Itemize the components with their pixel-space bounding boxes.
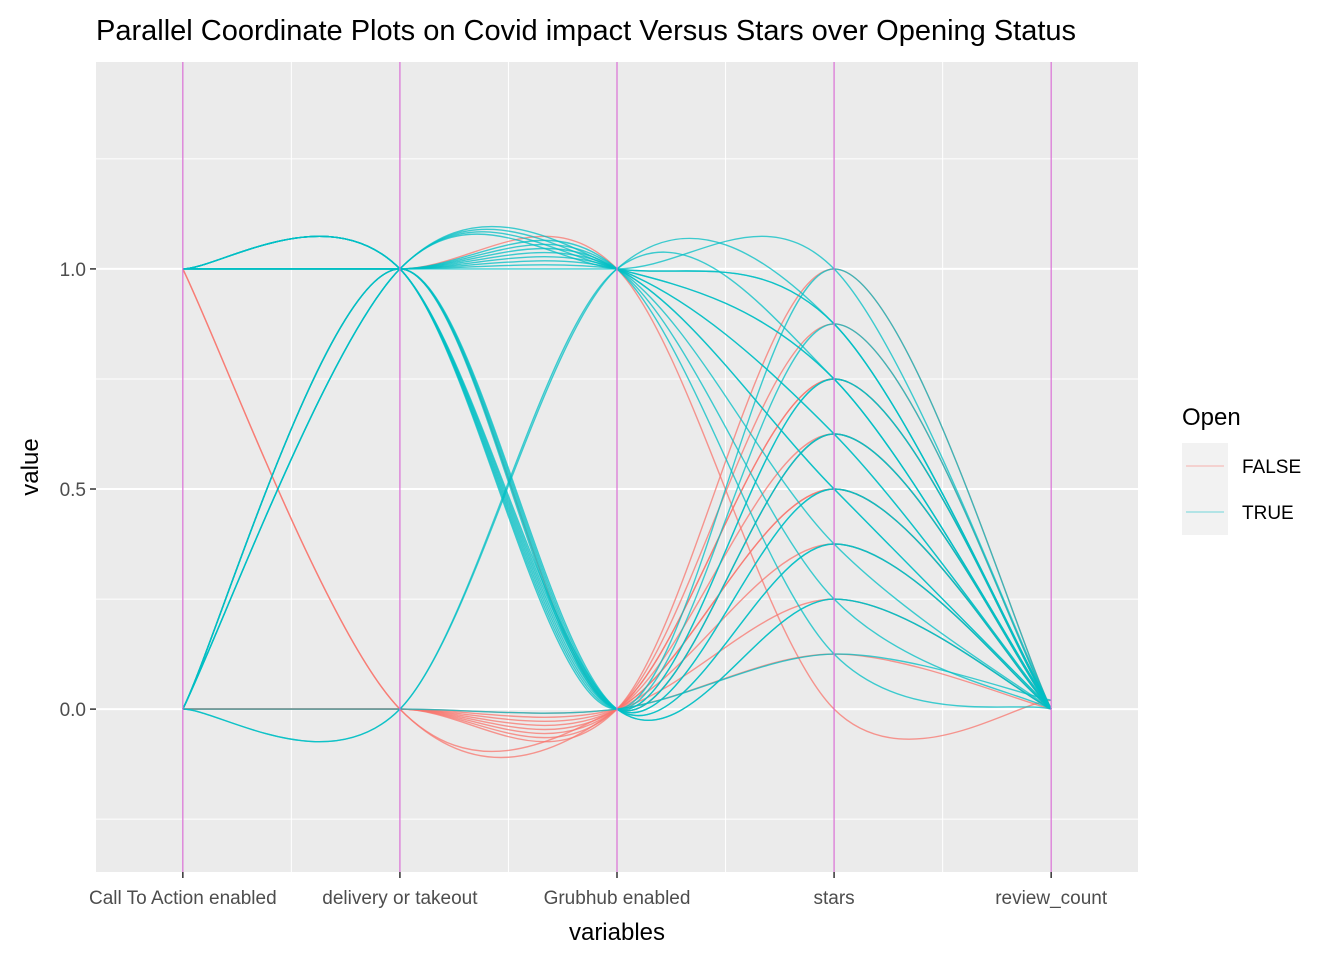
- x-tick-label: Grubhub enabled: [544, 888, 691, 909]
- legend-label: TRUE: [1242, 503, 1294, 524]
- series-line-true: [182, 235, 1052, 710]
- x-tick-label: Call To Action enabled: [89, 888, 277, 909]
- series-line-true: [182, 225, 1052, 710]
- x-axis-title: variables: [569, 919, 665, 946]
- x-tick-label: review_count: [995, 888, 1108, 909]
- legend-key-background: [1182, 489, 1228, 535]
- y-tick-label: 1.0: [60, 260, 86, 281]
- tick-labels: Call To Action enabled delivery or takeou…: [60, 260, 1108, 909]
- legend-label: FALSE: [1242, 457, 1301, 478]
- series-line-true: [182, 268, 1052, 721]
- legend: Open FALSE TRUE: [1182, 404, 1301, 535]
- y-tick-label: 0.0: [60, 700, 86, 721]
- legend-key-background: [1182, 443, 1228, 489]
- y-axis-title: value: [17, 438, 44, 495]
- variable-axes: [182, 62, 1052, 872]
- chart-title: Parallel Coordinate Plots on Covid impac…: [96, 15, 1076, 47]
- y-tick-label: 0.5: [60, 480, 86, 501]
- x-tick-label: stars: [813, 888, 854, 909]
- x-tick-label: delivery or takeout: [322, 888, 478, 909]
- legend-title: Open: [1182, 404, 1241, 431]
